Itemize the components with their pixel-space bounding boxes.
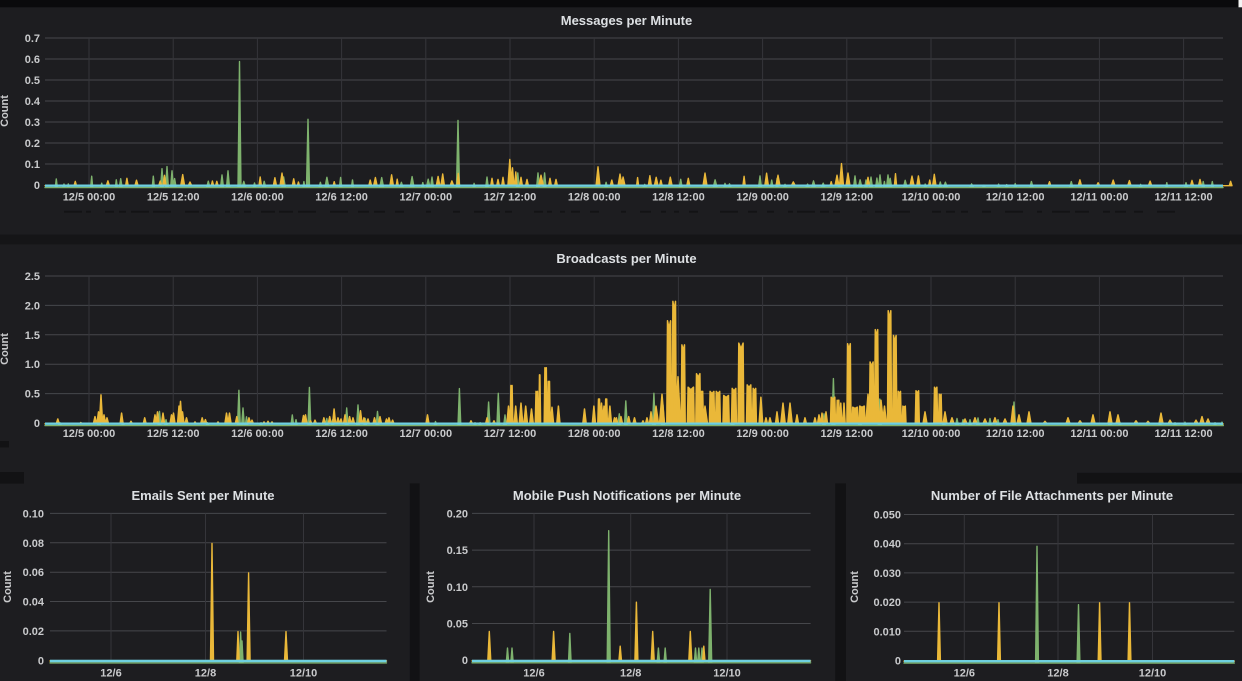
- svg-text:12/8 12:00: 12/8 12:00: [652, 192, 705, 204]
- svg-text:12/9 00:00: 12/9 00:00: [736, 428, 789, 440]
- svg-text:12/10 00:00: 12/10 00:00: [902, 428, 961, 440]
- svg-text:0: 0: [462, 655, 468, 667]
- svg-text:0.030: 0.030: [873, 568, 901, 580]
- svg-text:12/6: 12/6: [523, 668, 544, 680]
- svg-text:0.10: 0.10: [447, 582, 468, 594]
- svg-text:0.6: 0.6: [25, 54, 40, 66]
- svg-text:0.7: 0.7: [25, 33, 40, 45]
- svg-text:12/6 00:00: 12/6 00:00: [231, 192, 284, 204]
- svg-text:0: 0: [38, 655, 44, 667]
- svg-text:0: 0: [34, 418, 40, 430]
- svg-text:0: 0: [34, 180, 40, 192]
- svg-text:Count: Count: [0, 333, 11, 365]
- svg-text:12/9 00:00: 12/9 00:00: [736, 192, 789, 204]
- svg-text:0.04: 0.04: [23, 597, 45, 609]
- svg-text:2.0: 2.0: [25, 300, 40, 312]
- svg-text:12/6: 12/6: [100, 668, 121, 680]
- svg-text:12/8 00:00: 12/8 00:00: [568, 428, 621, 440]
- svg-text:12/10 12:00: 12/10 12:00: [986, 428, 1045, 440]
- svg-text:12/10: 12/10: [713, 668, 741, 680]
- svg-text:12/8: 12/8: [195, 668, 216, 680]
- svg-text:0.010: 0.010: [873, 626, 901, 638]
- svg-text:Mobile Push Notifications per: Mobile Push Notifications per Minute: [513, 488, 741, 503]
- svg-text:12/5 12:00: 12/5 12:00: [147, 428, 200, 440]
- svg-text:Count: Count: [849, 571, 861, 603]
- svg-text:0.05: 0.05: [447, 619, 468, 631]
- svg-text:0.08: 0.08: [23, 538, 44, 550]
- svg-text:12/5 00:00: 12/5 00:00: [63, 428, 116, 440]
- svg-text:12/6 12:00: 12/6 12:00: [315, 192, 368, 204]
- svg-text:Messages per Minute: Messages per Minute: [561, 13, 693, 28]
- svg-text:12/8 12:00: 12/8 12:00: [652, 428, 705, 440]
- svg-text:12/11 12:00: 12/11 12:00: [1155, 192, 1213, 204]
- svg-text:12/7 12:00: 12/7 12:00: [484, 192, 537, 204]
- svg-text:Broadcasts per Minute: Broadcasts per Minute: [556, 251, 696, 266]
- svg-text:0.5: 0.5: [25, 75, 40, 87]
- svg-text:12/11 12:00: 12/11 12:00: [1155, 428, 1213, 440]
- svg-text:Number of File Attachments per: Number of File Attachments per Minute: [931, 488, 1173, 503]
- svg-text:0.20: 0.20: [447, 508, 468, 520]
- svg-text:12/8: 12/8: [1047, 668, 1068, 680]
- svg-text:12/8: 12/8: [620, 668, 641, 680]
- svg-text:12/10: 12/10: [290, 668, 318, 680]
- svg-text:12/8 00:00: 12/8 00:00: [568, 192, 621, 204]
- svg-text:12/11 00:00: 12/11 00:00: [1070, 428, 1128, 440]
- svg-text:0.1: 0.1: [25, 159, 40, 171]
- svg-text:0.02: 0.02: [23, 626, 44, 638]
- svg-text:12/6 00:00: 12/6 00:00: [231, 428, 284, 440]
- svg-text:12/7 00:00: 12/7 00:00: [399, 192, 452, 204]
- svg-text:0.4: 0.4: [25, 96, 41, 108]
- svg-text:12/6: 12/6: [954, 668, 975, 680]
- svg-text:12/5 12:00: 12/5 12:00: [147, 192, 200, 204]
- svg-text:0.10: 0.10: [23, 508, 44, 520]
- svg-text:12/9 12:00: 12/9 12:00: [820, 192, 873, 204]
- svg-text:12/10 00:00: 12/10 00:00: [902, 192, 961, 204]
- svg-text:1.0: 1.0: [25, 359, 40, 371]
- svg-text:Count: Count: [0, 95, 11, 127]
- svg-text:12/6 12:00: 12/6 12:00: [315, 428, 368, 440]
- svg-text:Emails Sent per Minute: Emails Sent per Minute: [131, 488, 274, 503]
- svg-text:12/11 00:00: 12/11 00:00: [1070, 192, 1128, 204]
- svg-text:Count: Count: [425, 571, 437, 603]
- svg-text:12/7 12:00: 12/7 12:00: [484, 428, 537, 440]
- svg-text:12/10 12:00: 12/10 12:00: [986, 192, 1045, 204]
- svg-text:0.2: 0.2: [25, 138, 40, 150]
- svg-text:Count: Count: [2, 571, 14, 603]
- svg-text:12/9 12:00: 12/9 12:00: [820, 428, 873, 440]
- svg-text:0: 0: [895, 656, 901, 668]
- svg-text:12/7 00:00: 12/7 00:00: [399, 428, 452, 440]
- svg-text:12/10: 12/10: [1139, 668, 1167, 680]
- svg-text:0.040: 0.040: [873, 539, 901, 551]
- svg-text:0.5: 0.5: [25, 389, 40, 401]
- svg-text:0.020: 0.020: [873, 597, 901, 609]
- svg-text:2.5: 2.5: [25, 271, 40, 283]
- svg-text:0.050: 0.050: [873, 510, 901, 522]
- svg-text:0.06: 0.06: [23, 567, 44, 579]
- svg-text:1.5: 1.5: [25, 330, 40, 342]
- svg-text:0.15: 0.15: [447, 545, 468, 557]
- svg-text:0.3: 0.3: [25, 117, 40, 129]
- svg-text:12/5 00:00: 12/5 00:00: [63, 192, 116, 204]
